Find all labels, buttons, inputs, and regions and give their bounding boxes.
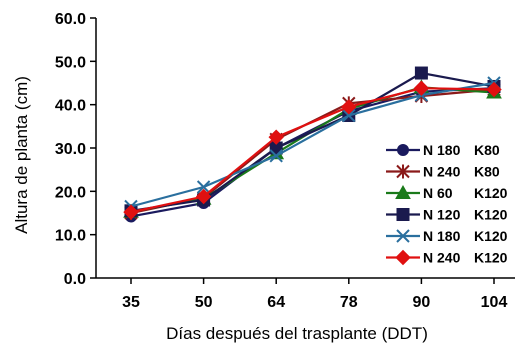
legend-label-k: K120 bbox=[474, 228, 508, 244]
legend-item: N 240 K120 bbox=[386, 250, 508, 266]
y-axis-ticks: 0.0 10.0 20.0 30.0 40.0 50.0 60.0 bbox=[55, 11, 96, 288]
x-tick-label: 78 bbox=[340, 294, 358, 311]
y-tick-label: 10.0 bbox=[55, 228, 86, 245]
series-line bbox=[130, 81, 495, 208]
y-tick-label: 20.0 bbox=[55, 184, 86, 201]
legend-label-k: K120 bbox=[474, 185, 508, 201]
legend-label-k: K120 bbox=[474, 207, 508, 223]
series-line bbox=[130, 87, 495, 218]
legend-label: N 180 bbox=[423, 228, 461, 244]
legend-marker bbox=[395, 184, 411, 199]
y-tick-label: 0.0 bbox=[64, 271, 86, 288]
x-tick-label: 64 bbox=[267, 294, 285, 311]
legend-item: N 180 K80 bbox=[386, 142, 500, 158]
data-point bbox=[268, 129, 284, 145]
series-line bbox=[130, 87, 495, 214]
legend-label: N 60 bbox=[423, 185, 453, 201]
x-tick-label: 90 bbox=[413, 294, 431, 311]
y-tick-label: 50.0 bbox=[55, 54, 86, 71]
data-point bbox=[486, 81, 502, 98]
series-6 bbox=[123, 80, 502, 220]
legend-label: N 180 bbox=[423, 142, 461, 158]
legend-marker bbox=[397, 144, 409, 156]
series-layer bbox=[123, 66, 502, 223]
data-point bbox=[123, 204, 139, 220]
legend-label-k: K80 bbox=[474, 142, 500, 158]
data-point bbox=[196, 180, 211, 194]
legend-item: N 60 K120 bbox=[386, 184, 508, 201]
legend-item: N 180 K120 bbox=[386, 228, 508, 244]
y-tick-label: 60.0 bbox=[55, 11, 86, 28]
legend-label: N 240 bbox=[423, 164, 461, 180]
legend-label: N 240 bbox=[423, 250, 461, 266]
data-point bbox=[341, 99, 357, 115]
legend-label-k: K80 bbox=[474, 164, 500, 180]
data-point bbox=[195, 188, 212, 205]
data-point bbox=[342, 108, 356, 123]
legend-label-k: K120 bbox=[474, 250, 508, 266]
legend-marker bbox=[396, 229, 410, 243]
legend-marker bbox=[396, 208, 410, 221]
series-line bbox=[130, 71, 495, 212]
legend-marker bbox=[395, 249, 411, 266]
y-tick-label: 30.0 bbox=[55, 141, 86, 158]
data-point bbox=[269, 149, 283, 163]
legend: N 180 K80 N 240 K80 N 60 K120 N 120 K120 N 180 K1… bbox=[386, 142, 508, 266]
x-axis-title: Días después del trasplante (DDT) bbox=[166, 324, 428, 343]
x-tick-label: 104 bbox=[481, 294, 508, 311]
y-axis-title: Altura de planta (cm) bbox=[12, 76, 31, 234]
x-tick-label: 35 bbox=[122, 294, 140, 311]
legend-marker bbox=[396, 164, 410, 179]
legend-label: N 120 bbox=[423, 207, 461, 223]
x-axis-ticks: 35 50 64 78 90 104 bbox=[122, 278, 507, 311]
legend-item: N 120 K120 bbox=[386, 207, 508, 223]
y-tick-label: 40.0 bbox=[55, 98, 86, 115]
data-point bbox=[413, 80, 430, 96]
x-tick-label: 50 bbox=[195, 294, 213, 311]
data-point bbox=[414, 66, 428, 80]
legend-item: N 240 K80 bbox=[386, 164, 500, 180]
